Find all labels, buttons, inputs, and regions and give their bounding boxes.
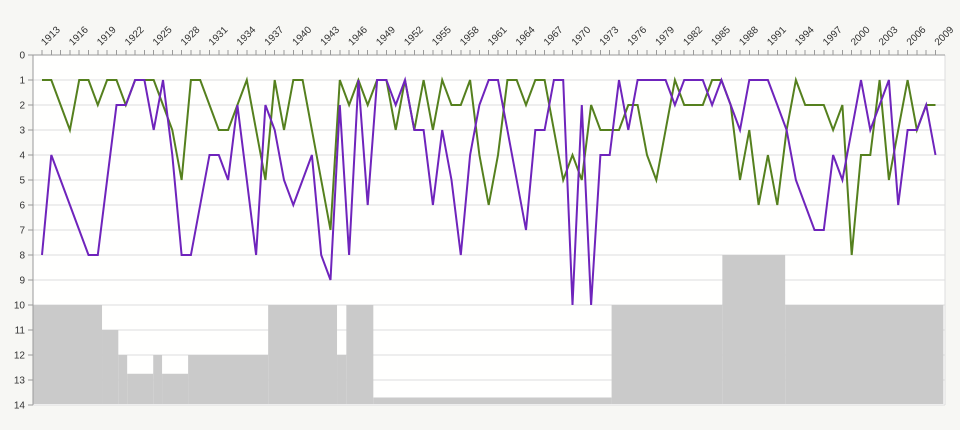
x-tick-label: 1946 xyxy=(346,24,370,48)
x-tick-label: 1967 xyxy=(542,24,566,48)
y-tick-label: 4 xyxy=(19,151,25,162)
y-tick-label: 14 xyxy=(14,401,26,412)
x-tick-label: 1940 xyxy=(291,24,315,48)
x-tick-label: 2000 xyxy=(849,24,873,48)
x-tick-label: 1913 xyxy=(39,24,63,48)
excluded-region xyxy=(611,305,723,404)
y-tick-label: 13 xyxy=(14,376,26,387)
x-tick-label: 1922 xyxy=(123,24,147,48)
x-tick-label: 1949 xyxy=(374,24,398,48)
excluded-region xyxy=(33,305,103,404)
y-tick-label: 0 xyxy=(19,51,25,62)
purple-team-position-line xyxy=(41,76,937,306)
excluded-region xyxy=(162,373,189,404)
x-tick-label: 1994 xyxy=(793,24,817,48)
x-tick-label: 1916 xyxy=(67,24,91,48)
y-tick-label: 9 xyxy=(19,276,25,287)
excluded-rank-regions xyxy=(33,255,944,404)
y-tick-label: 10 xyxy=(14,301,26,312)
excluded-region xyxy=(373,397,612,404)
x-tick-label: 1952 xyxy=(402,24,426,48)
x-tick-label: 2006 xyxy=(905,24,929,48)
x-tick-label: 1937 xyxy=(263,24,287,48)
y-tick-label: 5 xyxy=(19,176,25,187)
x-tick-label: 1943 xyxy=(319,24,343,48)
y-tick-label: 8 xyxy=(19,251,25,262)
x-axis-labels: 1913 1916 1919 1922 1925 1928 1931 1934 1937 1940… xyxy=(39,24,956,48)
x-tick-label: 1964 xyxy=(514,24,538,48)
x-tick-label: 1970 xyxy=(570,24,594,48)
excluded-region xyxy=(785,305,944,404)
x-tick-label: 2003 xyxy=(877,24,901,48)
excluded-region xyxy=(346,305,374,404)
excluded-region xyxy=(102,330,119,404)
x-tick-label: 1931 xyxy=(207,24,231,48)
x-tick-label: 1961 xyxy=(486,24,510,48)
x-tick-label: 1925 xyxy=(151,24,175,48)
x-tick-label: 1979 xyxy=(654,24,678,48)
x-tick-label: 1955 xyxy=(430,24,454,48)
x-tick-label: 1919 xyxy=(95,24,119,48)
x-tick-label: 1928 xyxy=(179,24,203,48)
y-tick-label: 2 xyxy=(19,101,25,112)
excluded-region xyxy=(722,255,786,404)
y-tick-label: 7 xyxy=(19,226,25,237)
x-tick-label: 1973 xyxy=(598,24,622,48)
x-tick-label: 1991 xyxy=(765,24,789,48)
x-tick-label: 1934 xyxy=(235,24,259,48)
y-tick-label: 12 xyxy=(14,351,26,362)
x-tick-label: 1985 xyxy=(709,24,733,48)
y-tick-label: 11 xyxy=(15,326,26,337)
excluded-region xyxy=(337,355,347,404)
x-tick-label: 1982 xyxy=(682,24,706,48)
y-tick-label: 3 xyxy=(19,126,25,137)
excluded-region xyxy=(188,355,269,404)
x-tick-label: 2009 xyxy=(933,24,957,48)
excluded-region xyxy=(153,355,163,404)
x-tick-label: 1997 xyxy=(821,24,845,48)
excluded-region xyxy=(268,305,338,404)
x-tick-label: 1976 xyxy=(626,24,650,48)
x-tick-label: 1958 xyxy=(458,24,482,48)
axes xyxy=(28,50,945,406)
y-tick-label: 1 xyxy=(19,76,25,87)
excluded-region xyxy=(118,355,128,404)
y-tick-label: 6 xyxy=(19,201,25,212)
x-tick-label: 1988 xyxy=(737,24,761,48)
excluded-region xyxy=(127,373,154,404)
